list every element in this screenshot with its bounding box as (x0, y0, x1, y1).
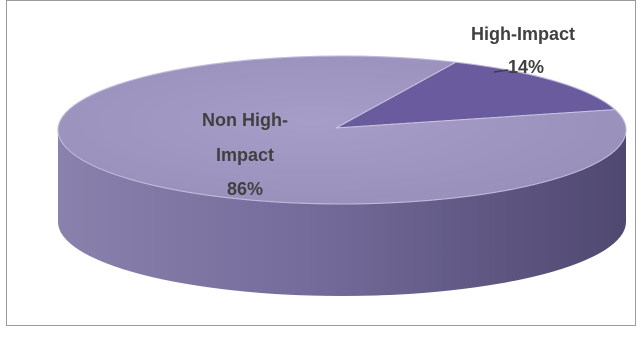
pie-side-wall (58, 130, 626, 296)
label-high-impact-value: 14% (508, 57, 544, 77)
pie-top-rim (57, 55, 627, 205)
label-leader-line (493, 69, 509, 73)
pie-body (57, 55, 627, 296)
label-non-high-impact-value: 86% (227, 179, 263, 199)
label-high-impact-name: High-Impact (471, 24, 575, 44)
label-non-high-impact-line1: Non High- (202, 110, 288, 130)
label-non-high-impact-line2: Impact (216, 145, 274, 165)
